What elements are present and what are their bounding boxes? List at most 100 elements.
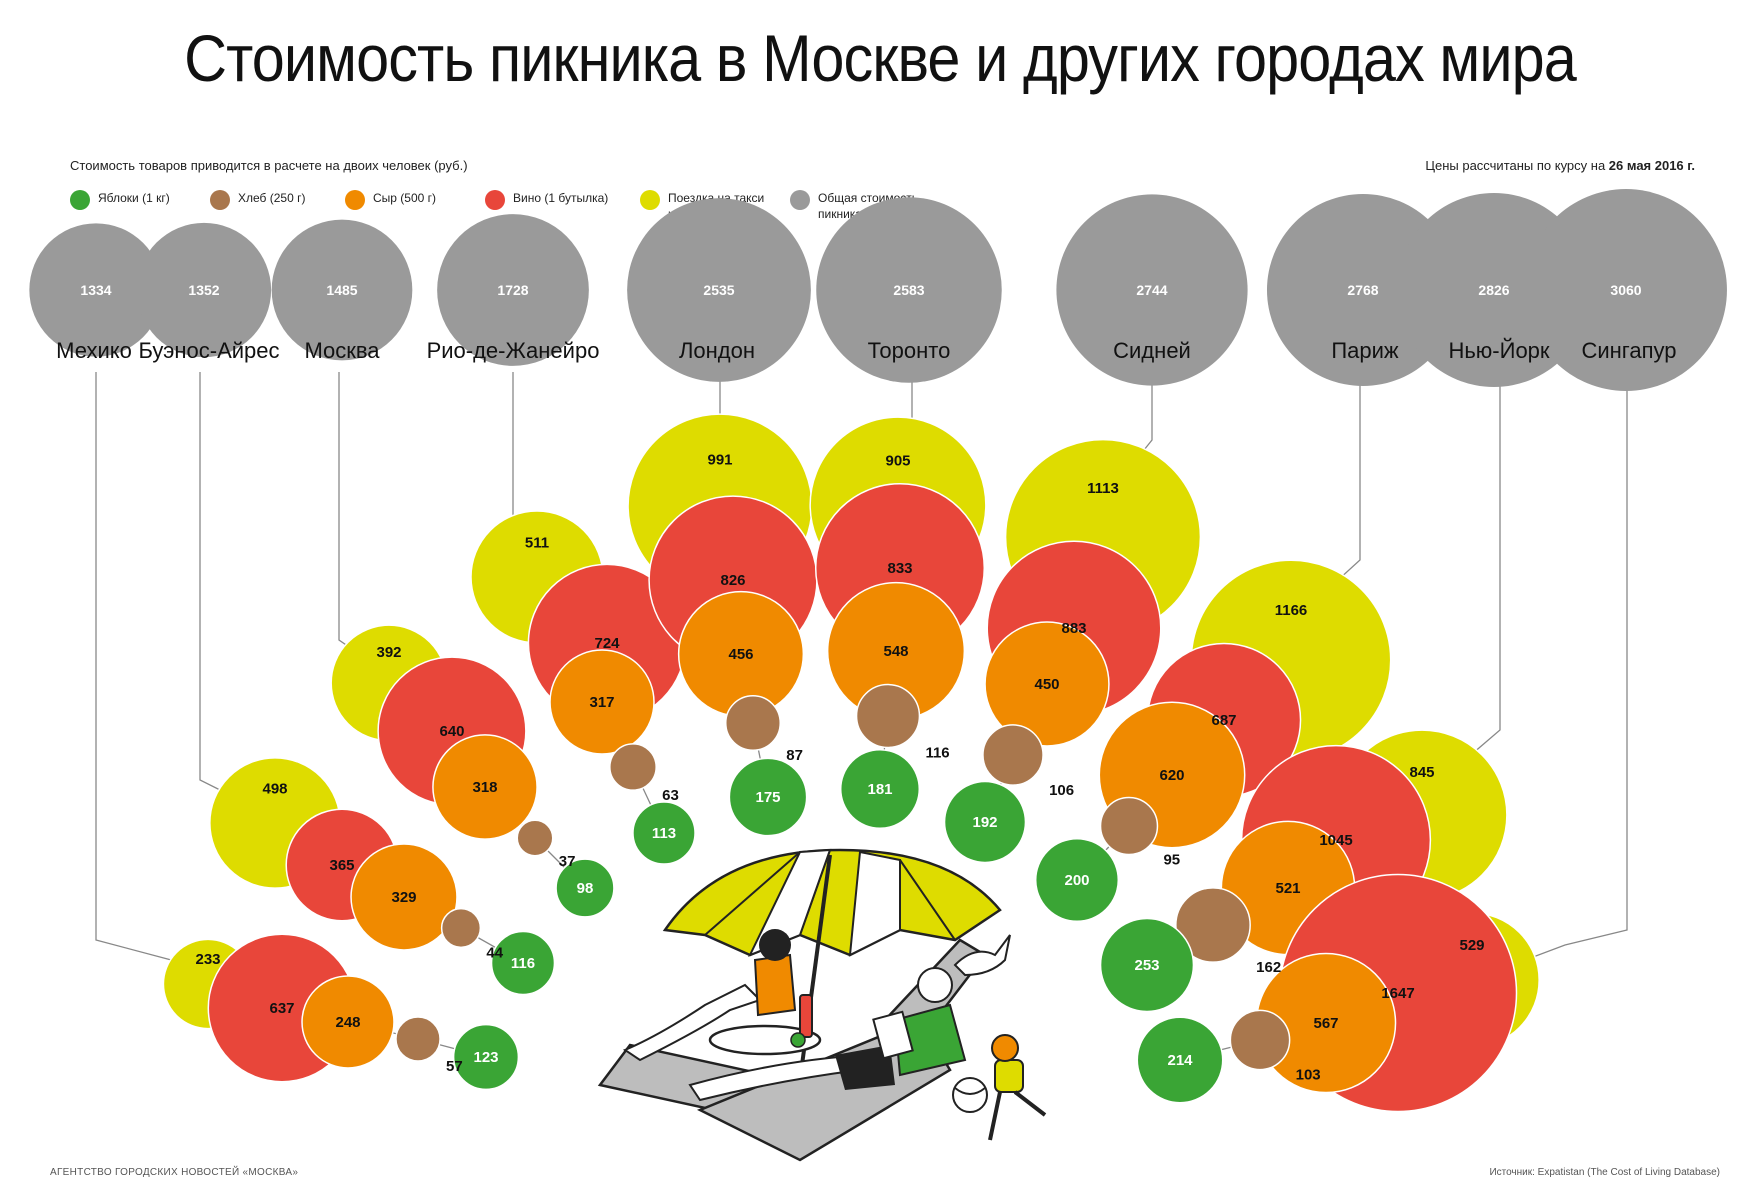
label-apples-city-2: 98 [577, 880, 594, 897]
city-name-city-0: Мехико [56, 338, 132, 363]
city-name-city-2: Москва [304, 338, 380, 363]
label-bread-city-3: 63 [662, 787, 679, 804]
bubble-bread-city-4 [725, 695, 781, 751]
bubble-cheese-city-6 [984, 621, 1110, 747]
leader-line-city-9 [1471, 372, 1628, 981]
city-name-city-5: Торонто [868, 338, 951, 363]
umbrella-canopy [662, 848, 1002, 957]
label-total-city-8: 2826 [1478, 282, 1509, 298]
bubble-apples-city-0 [452, 1023, 520, 1091]
bubble-cheese-city-2 [432, 734, 538, 840]
label-wine-city-2: 640 [439, 723, 464, 740]
bubble-cheese-city-1 [350, 843, 458, 951]
man-book [872, 1010, 914, 1060]
label-bread-city-5: 116 [925, 744, 949, 761]
label-bread-city-9: 103 [1296, 1067, 1321, 1084]
label-apples-city-0: 123 [473, 1049, 498, 1066]
legend-dot-cheese [345, 190, 365, 210]
woman-top [753, 953, 797, 1017]
label-bread-city-6: 106 [1049, 782, 1074, 799]
bubble-apples-city-2 [555, 858, 615, 918]
label-taxi-city-4: 991 [707, 452, 732, 469]
label-apples-city-7: 200 [1064, 872, 1089, 889]
legend-item-total: Общая стоимость пикника [790, 190, 918, 222]
label-taxi-city-5: 905 [885, 452, 910, 469]
kid-shirt [994, 1059, 1024, 1093]
bubble-apples-city-1 [490, 930, 556, 996]
label-total-city-6: 2744 [1136, 282, 1167, 298]
legend-dot-wine [485, 190, 505, 210]
label-bread-city-1: 44 [486, 944, 503, 961]
bubble-cheese-city-0 [301, 975, 395, 1069]
city-name-city-1: Буэнос-Айрес [138, 338, 279, 363]
picnic-table [708, 1024, 822, 1056]
label-bread-city-2: 37 [559, 853, 576, 870]
bubble-apples-city-3 [632, 801, 696, 865]
label-total-city-0: 1334 [80, 282, 111, 298]
label-taxi-city-0: 233 [195, 951, 220, 968]
chart-note-per-two-people: Стоимость товаров приводится в расчете н… [70, 158, 468, 173]
label-taxi-city-3: 511 [525, 534, 549, 551]
legend-dot-taxi [640, 190, 660, 210]
bubble-bread-city-8 [1175, 887, 1251, 963]
label-apples-city-6: 192 [972, 814, 997, 831]
woman-figure [622, 983, 762, 1062]
label-apples-city-3: 113 [652, 825, 676, 842]
label-wine-city-7: 687 [1211, 712, 1236, 729]
legend-label-bread: Хлеб (250 г) [238, 191, 306, 205]
legend-dot-total [790, 190, 810, 210]
label-apples-city-5: 181 [867, 781, 892, 798]
man-shorts [835, 1045, 895, 1090]
bubble-apples-city-5 [839, 748, 921, 830]
bubble-total-city-6 [1056, 194, 1248, 386]
label-cheese-city-1: 329 [391, 889, 416, 906]
label-wine-city-8: 1045 [1319, 832, 1352, 849]
legend-item-bread: Хлеб (250 г) [210, 190, 305, 210]
legend-item-wine: Вино (1 бутылка) [485, 190, 608, 210]
label-cheese-city-2: 318 [472, 779, 497, 796]
leader-line-city-1 [199, 372, 276, 824]
bubble-total-city-9 [1525, 189, 1727, 391]
note-rate-date: 26 мая 2016 г. [1608, 158, 1695, 173]
label-taxi-city-8: 845 [1409, 764, 1434, 781]
bubble-total-city-1 [136, 222, 272, 358]
label-cheese-city-3: 317 [589, 694, 614, 711]
picnic-illustration [597, 848, 1047, 1162]
label-total-city-7: 2768 [1347, 282, 1378, 298]
label-bread-city-8: 162 [1256, 959, 1281, 976]
label-apples-city-9: 214 [1167, 1052, 1193, 1069]
label-taxi-city-9: 529 [1459, 937, 1484, 954]
city-name-city-7: Париж [1331, 338, 1399, 363]
label-wine-city-9: 1647 [1381, 985, 1414, 1002]
legend-label-cheese: Сыр (500 г) [373, 191, 437, 205]
label-cheese-city-7: 620 [1159, 767, 1184, 784]
legend-label-total: Общая стоимость пикника [818, 191, 918, 221]
bubble-value-labels: 1334 Мехико 233 637 248 57 123 1352 Буэнос-Айрес… [56, 282, 1676, 1084]
beach-ball-stripes [954, 1087, 986, 1095]
note-rate-prefix: Цены рассчитаны по курсу на [1425, 158, 1609, 173]
legend-dot-bread [210, 190, 230, 210]
bubble-bread-city-6 [982, 724, 1044, 786]
label-taxi-city-7: 1166 [1275, 602, 1308, 619]
label-wine-city-5: 833 [887, 560, 912, 577]
man-shirt [893, 1003, 967, 1077]
bubble-bread-city-0 [395, 1016, 441, 1062]
chart-title: Стоимость пикника в Москве и других горо… [184, 21, 1577, 95]
leader-line-city-0 [95, 372, 209, 985]
man-head [917, 967, 953, 1003]
label-taxi-city-2: 392 [376, 644, 401, 661]
bubble-cheese-city-3 [549, 649, 655, 755]
city-name-city-6: Сидней [1113, 338, 1191, 363]
bubble-total-city-3 [437, 214, 589, 366]
bubble-apples-city-6 [943, 780, 1027, 864]
bubble-apples-city-4 [728, 757, 808, 837]
label-total-city-5: 2583 [893, 282, 924, 298]
bubble-total-city-4 [627, 198, 811, 382]
label-apples-city-1: 116 [511, 955, 535, 972]
city-name-city-4: Лондон [679, 338, 755, 363]
bubble-bread-city-1 [440, 907, 482, 949]
kid-head [991, 1034, 1019, 1062]
label-bread-city-7: 95 [1163, 851, 1180, 868]
bubble-bread-city-9 [1229, 1009, 1291, 1071]
label-cheese-city-9: 567 [1313, 1015, 1338, 1032]
